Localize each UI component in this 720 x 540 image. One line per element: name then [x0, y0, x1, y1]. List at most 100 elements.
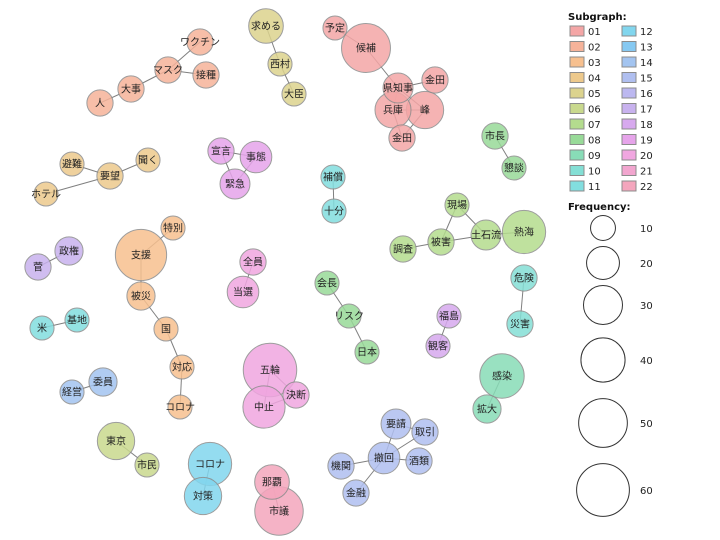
node-circle — [239, 248, 267, 276]
node: 米 — [29, 315, 55, 341]
node-circle — [388, 124, 416, 152]
node: 要望 — [96, 162, 124, 190]
node-label: 被災 — [131, 290, 151, 303]
node-label: 当選 — [233, 286, 253, 299]
node: 対応 — [169, 354, 195, 380]
node-label: マスク — [153, 65, 183, 77]
legend-label: 14 — [640, 58, 653, 69]
legend-swatch — [621, 25, 637, 37]
node-label: コロナ — [165, 402, 195, 414]
node: マスク — [153, 56, 183, 84]
node: 拡大 — [472, 394, 502, 424]
node-label: 対策 — [193, 490, 213, 503]
legend-label: 13 — [640, 43, 653, 54]
node-label: 十分 — [324, 205, 344, 218]
node-label: 被害 — [431, 236, 451, 249]
node-label: リスク — [334, 311, 364, 323]
node-circle — [380, 408, 412, 440]
frequency-legend: 10 20 30 40 50 60 — [576, 215, 653, 517]
node: 要請 — [380, 408, 412, 440]
node-label: 取引 — [415, 427, 435, 439]
node: コロナ — [187, 441, 233, 487]
node: 五輪 — [242, 342, 298, 398]
legend: Subgraph: 01 02 03 04 05 06 07 08 09 10 11 12 13 14 15… — [568, 12, 653, 517]
legend-label: 19 — [640, 136, 653, 147]
node-circle — [367, 441, 401, 475]
legend-label: 11 — [588, 182, 601, 193]
node-circle — [411, 418, 439, 446]
node-label: 委員 — [93, 376, 113, 389]
node: 峰 — [405, 90, 445, 130]
node-label: ホテル — [31, 189, 61, 201]
node: 全員 — [239, 248, 267, 276]
node-circle — [481, 122, 509, 150]
node: 事態 — [239, 140, 273, 174]
node-circle — [382, 72, 414, 104]
node-circle — [242, 385, 286, 429]
node-circle — [421, 66, 449, 94]
node-circle — [88, 367, 118, 397]
node: 調査 — [389, 235, 417, 263]
legend-swatch — [569, 87, 585, 99]
node: 大臣 — [281, 81, 307, 107]
node-label: 候補 — [356, 42, 376, 55]
legend-swatch — [569, 103, 585, 114]
node-circle — [501, 155, 527, 181]
node-circle — [29, 315, 55, 341]
legend-label: 08 — [588, 136, 601, 147]
legend-label: 20 — [640, 151, 653, 162]
node-label: 要望 — [100, 170, 120, 183]
node: 菅 — [24, 253, 52, 281]
node-circle — [186, 28, 214, 56]
node-label: 経営 — [62, 386, 82, 399]
node: 十分 — [321, 198, 347, 224]
node-circle — [59, 151, 85, 177]
legend-label: 07 — [588, 120, 601, 131]
node-circle — [354, 339, 380, 365]
node: 酒類 — [405, 447, 433, 475]
node-label: 災害 — [510, 318, 530, 331]
node: 補償 — [320, 164, 346, 190]
node-circle — [219, 168, 251, 200]
legend-label: 16 — [640, 89, 653, 100]
node: 西村 — [267, 51, 293, 77]
node-label: 市議 — [269, 505, 289, 518]
node-label: 調査 — [393, 243, 413, 256]
legend-swatch — [569, 180, 585, 192]
frequency-circle — [578, 398, 628, 448]
legend-label: 12 — [640, 27, 653, 38]
node-label: 支援 — [131, 249, 151, 262]
node: 観客 — [425, 333, 451, 359]
node-label: 兵庫 — [383, 104, 403, 117]
node-label: 接種 — [196, 69, 216, 82]
legend-label: 01 — [588, 27, 601, 38]
node: 危険 — [510, 264, 538, 292]
node-circle — [479, 353, 525, 399]
node-label: 撤回 — [374, 452, 394, 465]
node-label: 峰 — [420, 105, 430, 117]
node-circle — [472, 394, 502, 424]
node: 中止 — [242, 385, 286, 429]
node: 東京 — [96, 421, 136, 461]
node-circle — [254, 464, 290, 500]
node-circle — [267, 51, 293, 77]
node: 土石流 — [470, 219, 502, 251]
node: 被害 — [427, 228, 455, 256]
node-label: 求める — [251, 21, 281, 33]
node: 大事 — [117, 75, 145, 103]
subgraph-legend-title: Subgraph: — [568, 12, 627, 23]
node: 当選 — [226, 275, 260, 309]
node-label: 酒類 — [409, 456, 429, 468]
node-circle — [336, 303, 362, 329]
legend-swatch — [569, 41, 585, 52]
node-label: 会長 — [317, 277, 337, 290]
legend-swatch — [621, 118, 637, 130]
node-label: 金融 — [346, 487, 366, 500]
node-circle — [86, 89, 114, 117]
frequency-label: 30 — [640, 301, 653, 312]
frequency-label: 20 — [640, 259, 653, 270]
node-circle — [154, 56, 182, 84]
node-label: 全員 — [243, 256, 263, 269]
node-circle — [207, 137, 235, 165]
